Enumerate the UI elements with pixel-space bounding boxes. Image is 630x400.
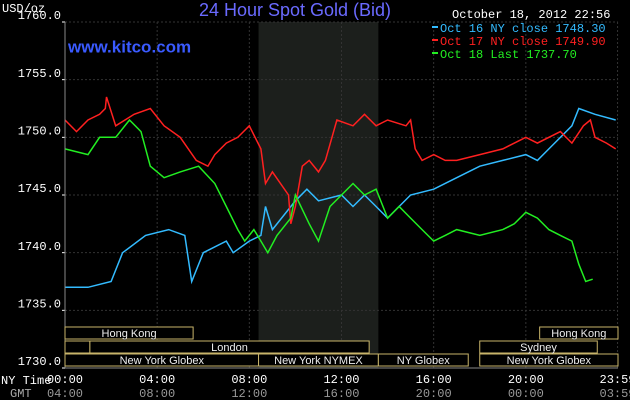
x-tick-label: 00:00: [47, 373, 83, 387]
session-box: [377, 353, 469, 367]
plot-area: [64, 21, 619, 369]
session-box: [89, 340, 370, 354]
session-box: [64, 326, 194, 340]
series-line: [64, 118, 593, 283]
timestamp: October 18, 2012 22:56: [452, 8, 610, 22]
session-box: [539, 326, 619, 340]
session-label: New York NYMEX: [274, 355, 363, 367]
y-tick-label: 1755.0: [18, 67, 61, 81]
legend-entry: Oct 18 Last 1737.70: [440, 48, 577, 62]
session-label: Hong Kong: [102, 328, 157, 340]
y-tick-label: 1745.0: [18, 182, 61, 196]
y-tick-label: 1735.0: [18, 298, 61, 312]
y-tick-label: 1760.0: [18, 9, 61, 23]
legend-swatch: [432, 39, 438, 41]
subtitle: www.kitco.com: [67, 37, 191, 56]
x-tick-label: 12:00: [323, 373, 359, 387]
x-tick-label: 20:00: [508, 373, 544, 387]
chart-title: 24 Hour Spot Gold (Bid): [199, 0, 391, 20]
x2-tick-label: 20:00: [416, 387, 452, 400]
x2-tick-label: 03:59: [600, 387, 630, 400]
session-label: New York Globex: [507, 355, 592, 367]
session-label: Sydney: [520, 342, 557, 354]
series-line: [65, 107, 616, 289]
legend-entry: Oct 16 NY close 1748.30: [440, 22, 606, 36]
y-tick-label: 1730.0: [18, 355, 61, 369]
x-tick-label: 23:59: [600, 373, 630, 387]
x2-tick-label: 16:00: [323, 387, 359, 400]
x-tick-label: 08:00: [231, 373, 267, 387]
session-label: Hong Kong: [551, 328, 606, 340]
session-box: [479, 353, 619, 367]
x-axis-label: NY Time: [1, 374, 51, 388]
session-label: London: [211, 342, 248, 354]
legend-entry: Oct 17 NY close 1749.90: [440, 35, 606, 49]
x2-tick-label: 00:00: [508, 387, 544, 400]
y-tick-label: 1750.0: [18, 125, 61, 139]
y-tick-label: 1740.0: [18, 240, 61, 254]
x2-tick-label: 04:00: [47, 387, 83, 400]
x2-tick-label: 12:00: [231, 387, 267, 400]
x-tick-label: 16:00: [416, 373, 452, 387]
legend-swatch: [432, 26, 438, 28]
session-box: [479, 340, 598, 354]
x2-tick-label: 08:00: [139, 387, 175, 400]
legend-swatch: [432, 52, 438, 54]
x2-axis-label: GMT: [10, 387, 32, 400]
y-axis-label: USD/oz: [2, 2, 45, 16]
session-box: [64, 340, 91, 354]
series-line: [64, 96, 617, 224]
session-label: New York Globex: [120, 355, 205, 367]
session-label: NY Globex: [397, 355, 450, 367]
x-tick-label: 04:00: [139, 373, 175, 387]
